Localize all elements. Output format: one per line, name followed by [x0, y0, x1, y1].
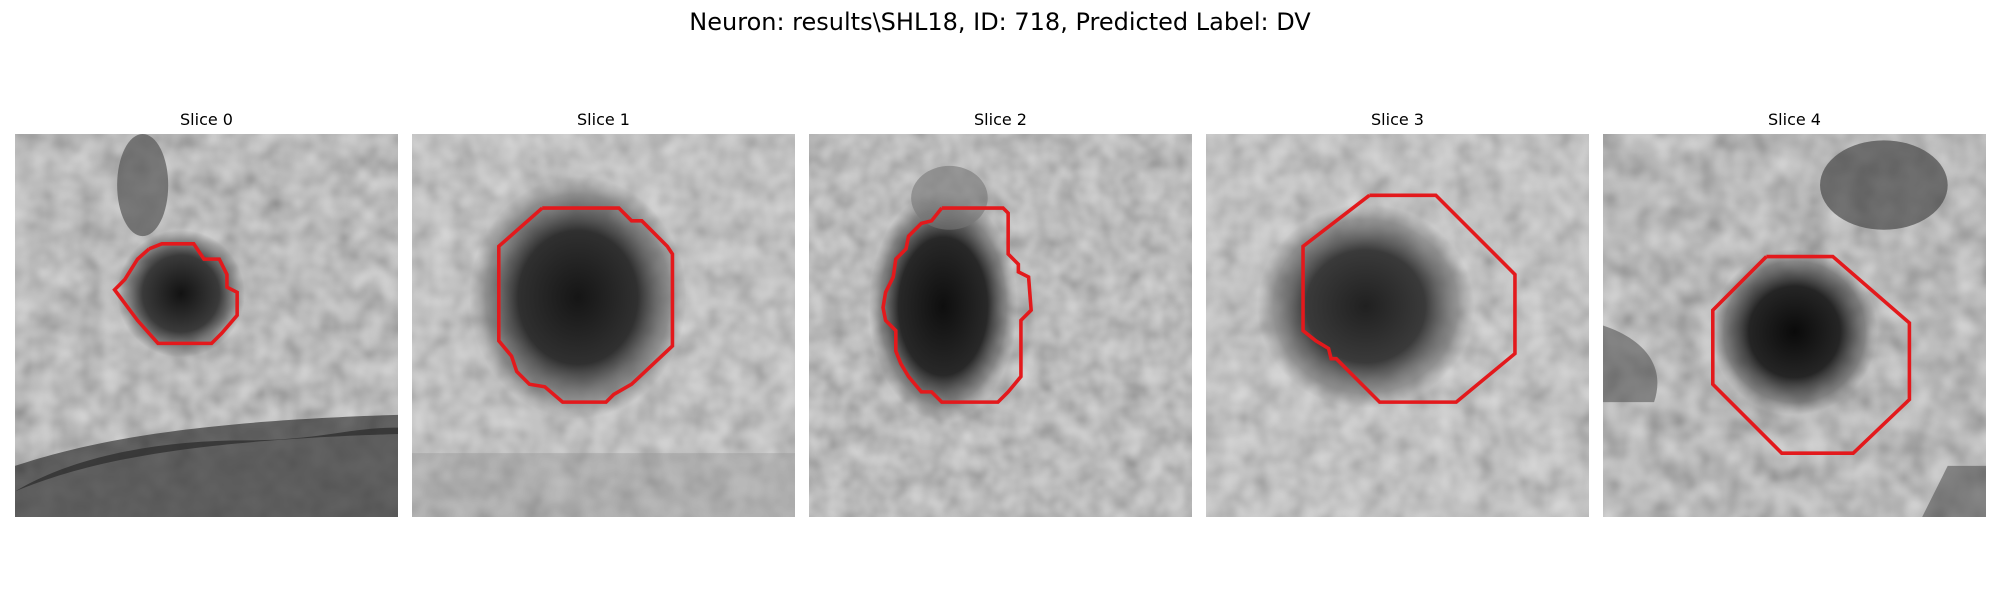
slice-image — [412, 134, 795, 517]
slice-panel-title: Slice 4 — [1768, 110, 1821, 129]
contour-outline — [497, 206, 675, 404]
figure-title: Neuron: results\SHL18, ID: 718, Predicte… — [689, 8, 1311, 36]
slice-image — [809, 134, 1192, 517]
slice-panel-title: Slice 0 — [180, 110, 233, 129]
slice-panel-title: Slice 2 — [974, 110, 1027, 129]
slice-panel-title: Slice 3 — [1371, 110, 1424, 129]
slice-image — [1206, 134, 1589, 517]
contour-outline — [112, 242, 239, 346]
contour-outline — [881, 206, 1033, 404]
slice-panel-title: Slice 1 — [577, 110, 630, 129]
contour-outline — [1301, 193, 1517, 404]
slice-image — [15, 134, 398, 517]
contour-outline — [1711, 254, 1912, 455]
slice-image — [1603, 134, 1986, 517]
